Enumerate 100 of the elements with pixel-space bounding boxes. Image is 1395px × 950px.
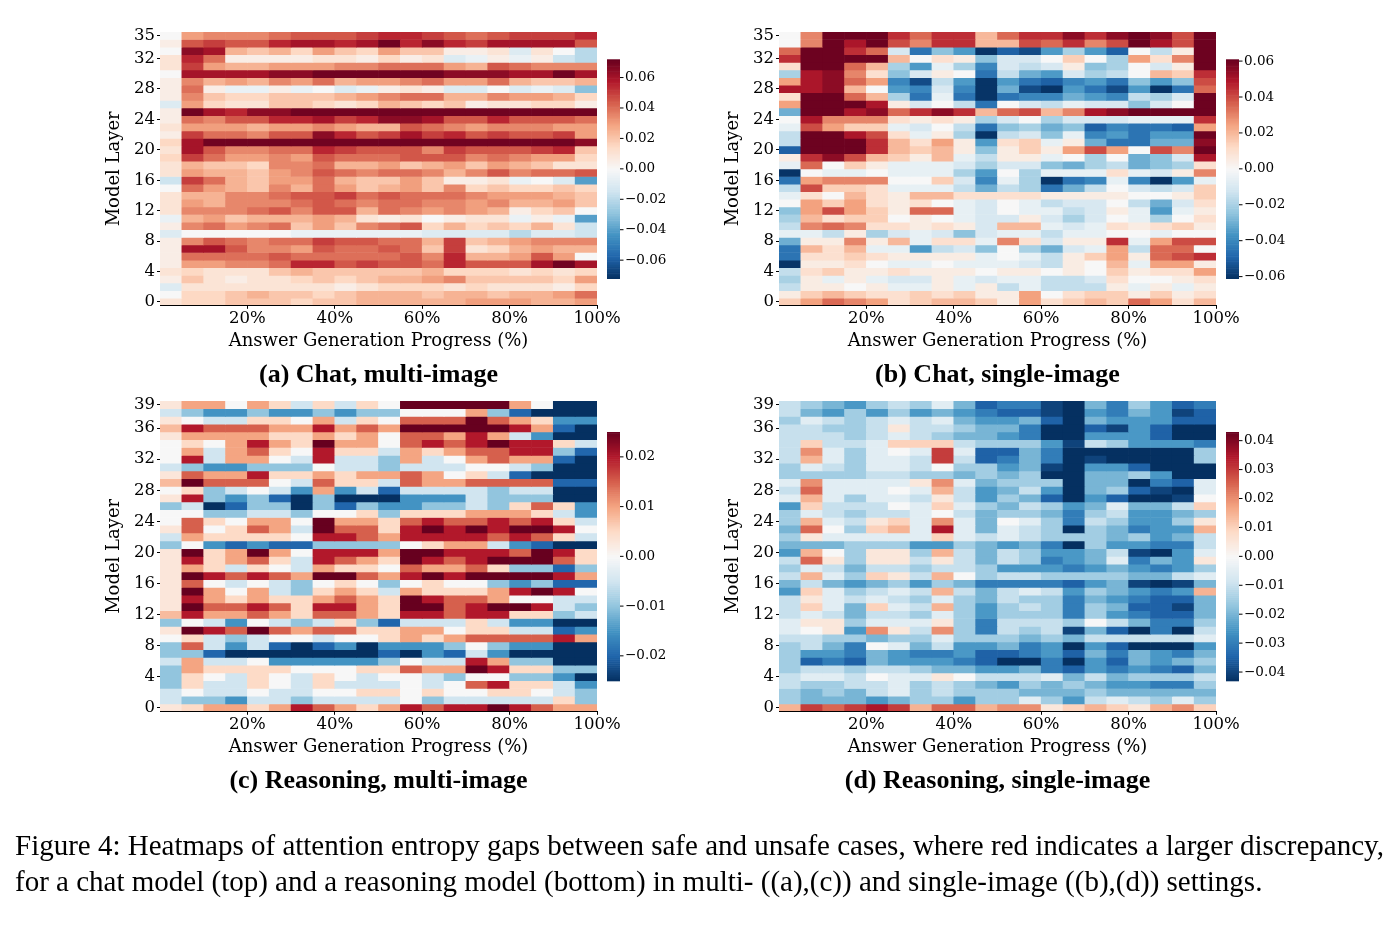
color-bar-label: 0.04 xyxy=(1244,87,1275,104)
y-axis-title: Model Layer xyxy=(102,498,124,614)
y-tick-label: 16 xyxy=(134,572,155,592)
color-bar-label: −0.06 xyxy=(1244,267,1286,284)
y-tick-label: 8 xyxy=(763,230,774,250)
y-tick-label: 32 xyxy=(753,448,774,468)
y-tick-label: 28 xyxy=(134,479,155,499)
color-bar-label: −0.03 xyxy=(1244,633,1286,650)
color-bar-label: 0.06 xyxy=(1244,51,1275,68)
x-tick-label: 60% xyxy=(1022,713,1060,733)
y-tick-label: 28 xyxy=(753,479,774,499)
y-axis-title: Model Layer xyxy=(102,110,124,227)
y-tick-label: 39 xyxy=(134,394,155,414)
x-tick-label: 40% xyxy=(316,307,354,327)
x-tick-label: 60% xyxy=(403,713,441,733)
color-bar-label: −0.02 xyxy=(1244,604,1286,621)
x-tick-label: 20% xyxy=(229,713,266,733)
y-tick-label: 39 xyxy=(753,394,774,414)
y-tick-label: 12 xyxy=(134,603,155,623)
color-bar-label: 0.01 xyxy=(625,497,656,514)
x-tick-label: 20% xyxy=(848,713,885,733)
y-tick-label: 4 xyxy=(144,260,155,280)
y-tick-label: 24 xyxy=(753,108,774,128)
color-bar-label: −0.01 xyxy=(625,596,667,613)
color-bar-label: 0.02 xyxy=(625,447,656,464)
color-bar-label: 0.06 xyxy=(625,68,656,85)
y-tick-label: 0 xyxy=(144,291,155,311)
y-tick-label: 12 xyxy=(753,199,774,219)
color-bar-label: 0.00 xyxy=(625,546,656,563)
y-tick-label: 0 xyxy=(763,291,774,311)
x-tick-label: 40% xyxy=(935,307,973,327)
x-tick-label: 80% xyxy=(1110,713,1147,733)
color-bar-label: 0.01 xyxy=(1244,517,1275,534)
color-bar-label: 0.03 xyxy=(1244,460,1275,477)
y-tick-label: 35 xyxy=(134,24,155,44)
x-axis-title: Answer Generation Progress (%) xyxy=(227,734,529,756)
y-tick-label: 16 xyxy=(753,572,774,592)
text: (a) Chat, multi-image xyxy=(258,359,499,389)
x-tick-label: 60% xyxy=(1022,307,1060,327)
color-bar-label: 0.00 xyxy=(1244,159,1275,176)
color-bar-label: −0.01 xyxy=(1244,575,1286,592)
y-tick-label: 0 xyxy=(763,697,774,717)
x-tick-label: 20% xyxy=(229,307,266,327)
y-tick-label: 16 xyxy=(134,169,155,189)
color-bar-label: −0.02 xyxy=(1244,195,1286,212)
x-axis-title: Answer Generation Progress (%) xyxy=(846,328,1148,350)
y-tick-label: 28 xyxy=(753,78,774,98)
y-tick-label: 20 xyxy=(134,139,155,159)
y-axis-title: Model Layer xyxy=(721,110,743,227)
x-tick-label: 100% xyxy=(573,713,621,733)
color-bar-label: −0.04 xyxy=(1244,662,1286,679)
y-tick-label: 32 xyxy=(753,47,774,67)
y-tick-label: 32 xyxy=(134,448,155,468)
x-tick-label: 60% xyxy=(403,307,441,327)
y-tick-label: 0 xyxy=(144,697,155,717)
y-tick-label: 20 xyxy=(753,541,774,561)
color-bar-label: 0.04 xyxy=(1244,431,1275,448)
y-tick-label: 12 xyxy=(753,603,774,623)
x-axis-title: Answer Generation Progress (%) xyxy=(227,328,529,350)
text: (d) Reasoning, single-image xyxy=(844,765,1151,795)
y-tick-label: 36 xyxy=(753,417,774,437)
y-tick-label: 36 xyxy=(134,417,155,437)
y-tick-label: 35 xyxy=(753,24,774,44)
color-bar-label: −0.04 xyxy=(625,220,667,237)
color-bar-label: 0.02 xyxy=(1244,489,1275,506)
color-bar-label: 0.02 xyxy=(1244,123,1275,140)
caption: Figure 4: Heatmaps of attention entropy gaps between safe and unsafe cases, where red indicates a larger discrepancy, for a chat model (top) and a reasoning model (bottom) in multi- ((a),(c)) and single-image ((b),(d)) settings. xyxy=(15,828,1385,899)
x-tick-label: 80% xyxy=(491,307,528,327)
y-tick-label: 16 xyxy=(753,169,774,189)
y-axis-title: Model Layer xyxy=(721,498,743,614)
color-bar-label: −0.04 xyxy=(1244,231,1286,248)
color-bar-label: −0.02 xyxy=(625,646,667,663)
x-tick-label: 80% xyxy=(491,713,528,733)
x-axis-title: Answer Generation Progress (%) xyxy=(846,734,1148,756)
y-tick-label: 32 xyxy=(134,47,155,67)
text: (c) Reasoning, multi-image xyxy=(229,765,528,795)
color-bar-label: 0.00 xyxy=(625,159,656,176)
x-tick-label: 40% xyxy=(316,713,354,733)
x-tick-label: 80% xyxy=(1110,307,1147,327)
x-tick-label: 100% xyxy=(573,307,621,327)
y-tick-label: 4 xyxy=(763,260,774,280)
y-tick-label: 8 xyxy=(144,635,155,655)
y-tick-label: 20 xyxy=(134,541,155,561)
color-bar-label: 0.04 xyxy=(625,98,656,115)
y-tick-label: 20 xyxy=(753,139,774,159)
color-bar-label: 0.00 xyxy=(1244,546,1275,563)
x-tick-label: 20% xyxy=(848,307,885,327)
y-tick-label: 8 xyxy=(144,230,155,250)
y-tick-label: 28 xyxy=(134,78,155,98)
x-tick-label: 40% xyxy=(935,713,973,733)
y-tick-label: 4 xyxy=(144,666,155,686)
y-tick-label: 24 xyxy=(134,108,155,128)
x-tick-label: 100% xyxy=(1192,713,1240,733)
text: (b) Chat, single-image xyxy=(875,359,1120,389)
y-tick-label: 24 xyxy=(753,510,774,530)
color-bar-label: −0.02 xyxy=(625,189,667,206)
y-tick-label: 24 xyxy=(134,510,155,530)
y-tick-label: 8 xyxy=(763,635,774,655)
y-tick-label: 12 xyxy=(134,199,155,219)
y-tick-label: 4 xyxy=(763,666,774,686)
